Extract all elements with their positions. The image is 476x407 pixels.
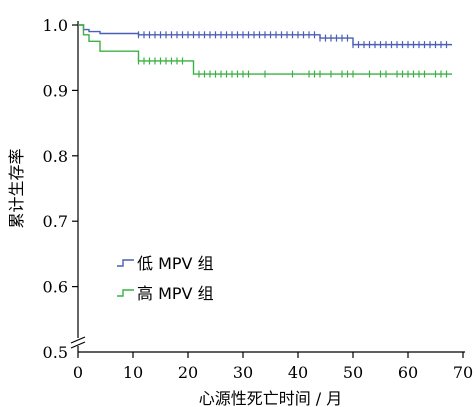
series-1 [78, 24, 452, 78]
y-axis-break-slash [70, 336, 86, 344]
x-tick-label: 40 [288, 363, 308, 382]
y-axis-break-slash [70, 341, 86, 349]
series-0 [78, 24, 452, 49]
legend-swatch [117, 289, 134, 297]
ticks: 0.5 0.6 0.7 0.8 0.9 1.0 0 10 20 30 40 50 60 70 [43, 16, 474, 382]
x-tick-label: 20 [178, 363, 198, 382]
x-tick-label: 30 [233, 363, 253, 382]
series [78, 24, 452, 78]
y-tick-label: 0.8 [43, 147, 68, 166]
y-tick-label: 1.0 [43, 16, 68, 35]
axes [70, 21, 465, 353]
x-tick-label: 70 [453, 363, 473, 382]
x-tick-label: 10 [123, 363, 143, 382]
x-axis-title: 心源性死亡时间 / 月 [199, 389, 343, 407]
y-tick-label: 0.9 [43, 81, 68, 100]
legend-item: 高 MPV 组 [117, 284, 214, 303]
legend-label: 低 MPV 组 [137, 254, 214, 273]
y-axis-break-marks [70, 336, 86, 349]
y-axis-title: 累计生存率 [7, 148, 26, 228]
y-tick-label: 0.7 [43, 212, 68, 231]
x-tick-label: 0 [73, 363, 83, 382]
legend-label: 高 MPV 组 [137, 284, 214, 303]
legend-item: 低 MPV 组 [117, 254, 214, 273]
y-axis-break-gap [72, 338, 84, 346]
x-tick-label: 60 [398, 363, 418, 382]
x-tick-label: 50 [343, 363, 363, 382]
legend: 低 MPV 组高 MPV 组 [117, 254, 214, 303]
y-tick-label: 0.6 [43, 278, 68, 297]
y-tick-label: 0.5 [43, 343, 68, 362]
legend-swatch [117, 259, 134, 267]
series-line [78, 24, 452, 75]
